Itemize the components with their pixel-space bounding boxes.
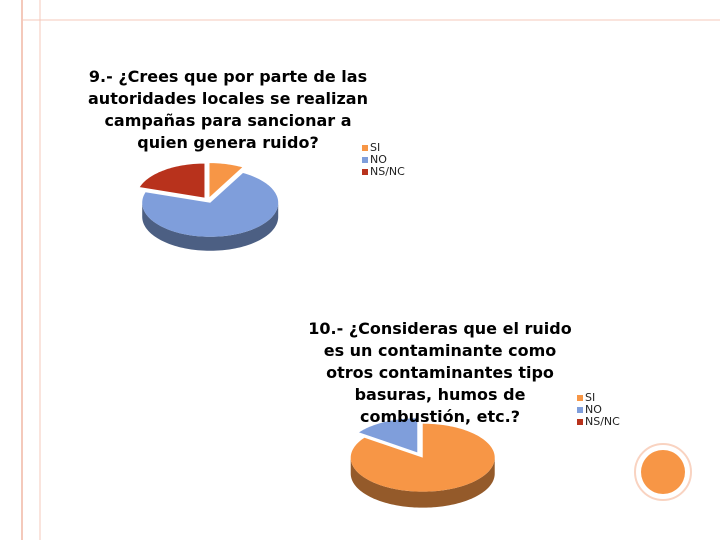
pie-slice — [142, 172, 279, 237]
pie-slice — [350, 423, 495, 492]
legend-label: NS/NC — [585, 415, 620, 428]
legend-swatch — [362, 169, 368, 175]
legend-swatch — [577, 395, 583, 401]
legend-label: NO — [585, 403, 602, 416]
legend-swatch — [362, 145, 368, 151]
decor-circle — [641, 450, 685, 494]
pie-slice — [359, 418, 418, 453]
legend-label: NO — [370, 153, 387, 166]
decor-ring — [634, 443, 692, 501]
legend-swatch — [577, 419, 583, 425]
legend-swatch — [362, 157, 368, 163]
legend-label: SI — [585, 391, 595, 404]
pie-slice — [209, 163, 243, 198]
chart-title: 9.- ¿Crees que por parte de las autorida… — [88, 67, 368, 152]
legend-swatch — [577, 407, 583, 413]
pie-slice — [139, 163, 205, 198]
chart-title: 10.- ¿Consideras que el ruido es un cont… — [308, 319, 572, 426]
pie-slice-side — [142, 202, 279, 251]
pie-slice-side — [350, 457, 495, 508]
legend-label: NS/NC — [370, 165, 405, 178]
legend-label: SI — [370, 141, 380, 154]
